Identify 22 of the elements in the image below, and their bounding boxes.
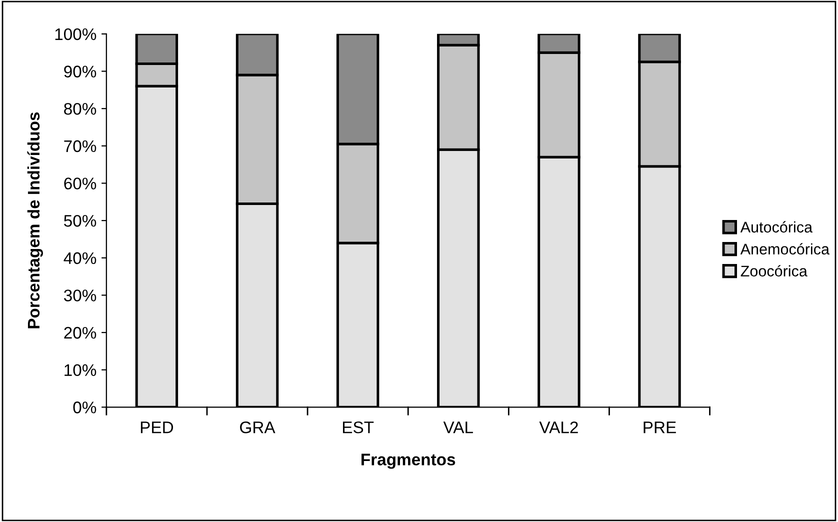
x-tick-label: VAL2 [539, 421, 578, 434]
y-tick-label: 30% [64, 290, 96, 302]
y-tick-label: 50% [64, 214, 96, 227]
x-tick-label: PRE [644, 422, 676, 434]
x-axis-title: Fragmentos [362, 454, 456, 469]
y-tick-label: 100% [55, 28, 96, 40]
y-tick-label: 70% [64, 140, 96, 152]
y-tick-label: 90% [64, 66, 96, 78]
x-tick-label: PED [140, 422, 174, 434]
y-tick-label: 60% [64, 178, 96, 190]
y-axis-title: Porcentagem de Indivíduos [27, 112, 43, 328]
y-tick-label: 10% [64, 364, 96, 376]
x-tick-label: EST [342, 421, 374, 434]
x-tick-label: GRA [240, 421, 276, 434]
y-tick-label: 40% [64, 252, 96, 264]
legend-label: Zoocórica [740, 265, 808, 277]
legend-label: Anemocórica [740, 243, 830, 255]
legend-label: Autocórica [740, 221, 813, 233]
y-tick-label: 0% [73, 402, 96, 414]
x-tick-label: VAL [443, 422, 473, 434]
y-tick-label: 80% [64, 102, 96, 115]
y-tick-label: 20% [64, 326, 96, 339]
